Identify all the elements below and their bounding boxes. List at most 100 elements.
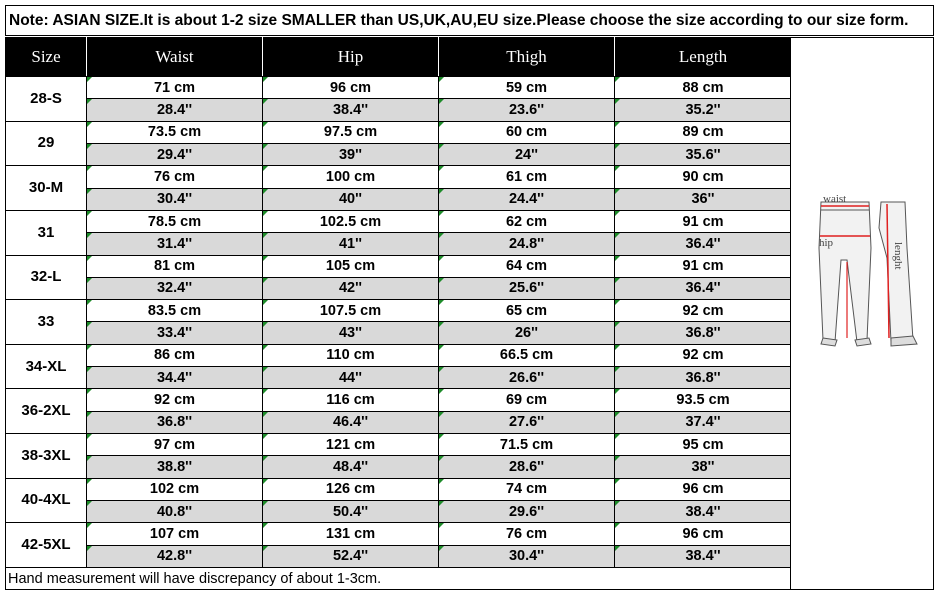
cm-value: 89 cm bbox=[614, 120, 792, 144]
table-row-inch: 34.4'' 44'' 26.6'' 36.8'' bbox=[6, 366, 792, 390]
cm-value: 62 cm bbox=[438, 209, 615, 234]
cm-value: 95 cm bbox=[614, 432, 792, 457]
inch-value: 24.8'' bbox=[438, 232, 615, 256]
header-size: Size bbox=[5, 37, 87, 77]
inch-value: 48.4'' bbox=[262, 455, 439, 479]
table-row-inch: 40.8'' 50.4'' 29.6'' 38.4'' bbox=[6, 499, 792, 524]
inch-value: 36.8'' bbox=[614, 366, 792, 390]
inch-value: 24.4'' bbox=[438, 187, 615, 211]
table-row-cm: 32-L 81 cm 105 cm 64 cm 91 cm bbox=[5, 254, 792, 301]
table-row-cm: 34-XL 86 cm 110 cm 66.5 cm 92 cm bbox=[5, 343, 792, 390]
table-row-inch: 29.4'' 39'' 24'' 35.6'' bbox=[6, 142, 792, 167]
table-row-cm: 28-S 71 cm 96 cm 59 cm 88 cm bbox=[5, 75, 792, 122]
inch-value: 29.4'' bbox=[86, 142, 263, 167]
pants-front-icon bbox=[818, 201, 872, 347]
size-chart-table: Size Waist Hip Thigh Length 28-S 71 cm 96 … bbox=[5, 37, 792, 590]
cm-value: 60 cm bbox=[438, 120, 615, 144]
inch-value: 28.4'' bbox=[86, 98, 263, 122]
cm-value: 71 cm bbox=[86, 75, 263, 100]
table-row-inch: 42.8'' 52.4'' 30.4'' 38.4'' bbox=[6, 544, 792, 569]
cm-value: 91 cm bbox=[614, 209, 792, 234]
inch-value: 42.8'' bbox=[86, 544, 263, 569]
inch-value: 33.4'' bbox=[86, 321, 263, 345]
inch-value: 36.4'' bbox=[614, 276, 792, 301]
header-length: Length bbox=[614, 37, 792, 77]
cm-value: 107.5 cm bbox=[262, 299, 439, 323]
table-row-inch: 36.8'' 46.4'' 27.6'' 37.4'' bbox=[6, 410, 792, 435]
table-row-cm: 36-2XL 92 cm 116 cm 69 cm 93.5 cm bbox=[5, 388, 792, 434]
table-row-cm: 42-5XL 107 cm 131 cm 76 cm 96 cm bbox=[5, 522, 792, 568]
cm-value: 74 cm bbox=[438, 477, 615, 501]
length-marker: lenght bbox=[886, 203, 904, 339]
size-label: 38-3XL bbox=[5, 433, 87, 479]
cm-value: 59 cm bbox=[438, 75, 615, 100]
cm-value: 96 cm bbox=[614, 477, 792, 501]
hip-label: hip bbox=[819, 237, 834, 249]
cm-value: 88 cm bbox=[614, 75, 792, 100]
cm-value: 61 cm bbox=[438, 165, 615, 189]
size-label: 34-XL bbox=[5, 343, 87, 390]
inch-value: 44'' bbox=[262, 366, 439, 390]
inch-value: 37.4'' bbox=[614, 410, 792, 435]
table-row-inch: 31.4'' 41'' 24.8'' 36.4'' bbox=[6, 232, 792, 256]
inch-value: 40.8'' bbox=[86, 499, 263, 524]
cm-value: 78.5 cm bbox=[86, 209, 263, 234]
inch-value: 41'' bbox=[262, 232, 439, 256]
inch-value: 52.4'' bbox=[262, 544, 439, 569]
inch-value: 31.4'' bbox=[86, 232, 263, 256]
cm-value: 91 cm bbox=[614, 254, 792, 278]
size-note: Note: ASIAN SIZE.It is about 1-2 size SM… bbox=[5, 5, 934, 36]
inch-value: 36'' bbox=[614, 187, 792, 211]
inch-value: 38.4'' bbox=[262, 98, 439, 122]
cm-value: 105 cm bbox=[262, 254, 439, 278]
inch-value: 46.4'' bbox=[262, 410, 439, 435]
pants-side-icon bbox=[878, 201, 918, 347]
cm-value: 76 cm bbox=[86, 165, 263, 189]
inch-value: 50.4'' bbox=[262, 499, 439, 524]
inch-value: 28.6'' bbox=[438, 455, 615, 479]
cm-value: 96 cm bbox=[262, 75, 439, 100]
cm-value: 65 cm bbox=[438, 299, 615, 323]
cm-value: 66.5 cm bbox=[438, 343, 615, 368]
cm-value: 121 cm bbox=[262, 432, 439, 457]
inch-value: 30.4'' bbox=[86, 187, 263, 211]
cm-value: 126 cm bbox=[262, 477, 439, 501]
table-body: 28-S 71 cm 96 cm 59 cm 88 cm 28.4'' 38.4'' 23.6… bbox=[5, 75, 792, 569]
inch-value: 38.4'' bbox=[614, 544, 792, 569]
cm-value: 92 cm bbox=[614, 299, 792, 323]
inch-value: 38'' bbox=[614, 455, 792, 479]
cm-value: 107 cm bbox=[86, 522, 263, 546]
size-label: 42-5XL bbox=[5, 522, 87, 568]
cm-value: 100 cm bbox=[262, 165, 439, 189]
cm-value: 90 cm bbox=[614, 165, 792, 189]
inch-value: 42'' bbox=[262, 276, 439, 301]
table-row-inch: 30.4'' 40'' 24.4'' 36'' bbox=[6, 187, 792, 211]
measurement-disclaimer: Hand measurement will have discrepancy o… bbox=[5, 567, 792, 590]
header-hip: Hip bbox=[262, 37, 439, 77]
size-label: 31 bbox=[5, 209, 87, 256]
table-row-inch: 28.4'' 38.4'' 23.6'' 35.2'' bbox=[6, 98, 792, 122]
cm-value: 96 cm bbox=[614, 522, 792, 546]
cm-value: 110 cm bbox=[262, 343, 439, 368]
cm-value: 102 cm bbox=[86, 477, 263, 501]
pants-diagram-panel: waist hip lenght bbox=[790, 37, 934, 590]
table-row-cm: 38-3XL 97 cm 121 cm 71.5 cm 95 cm bbox=[5, 432, 792, 479]
inch-value: 26.6'' bbox=[438, 366, 615, 390]
cm-value: 93.5 cm bbox=[614, 388, 792, 412]
size-label: 28-S bbox=[5, 76, 87, 122]
inch-value: 34.4'' bbox=[86, 366, 263, 390]
inch-value: 40'' bbox=[262, 187, 439, 211]
inch-value: 36.8'' bbox=[86, 410, 263, 435]
footer-row: Hand measurement will have discrepancy o… bbox=[5, 567, 792, 590]
inch-value: 36.4'' bbox=[614, 232, 792, 256]
cm-value: 116 cm bbox=[262, 388, 439, 412]
table-row-cm: 30-M 76 cm 100 cm 61 cm 90 cm bbox=[5, 165, 792, 211]
inch-value: 38.4'' bbox=[614, 499, 792, 524]
header-row: Size Waist Hip Thigh Length bbox=[5, 37, 792, 77]
inch-value: 25.6'' bbox=[438, 276, 615, 301]
inch-value: 35.2'' bbox=[614, 98, 792, 122]
size-label: 32-L bbox=[5, 254, 87, 301]
table-row-cm: 29 73.5 cm 97.5 cm 60 cm 89 cm bbox=[5, 120, 792, 167]
cm-value: 64 cm bbox=[438, 254, 615, 278]
inch-value: 24'' bbox=[438, 142, 615, 167]
